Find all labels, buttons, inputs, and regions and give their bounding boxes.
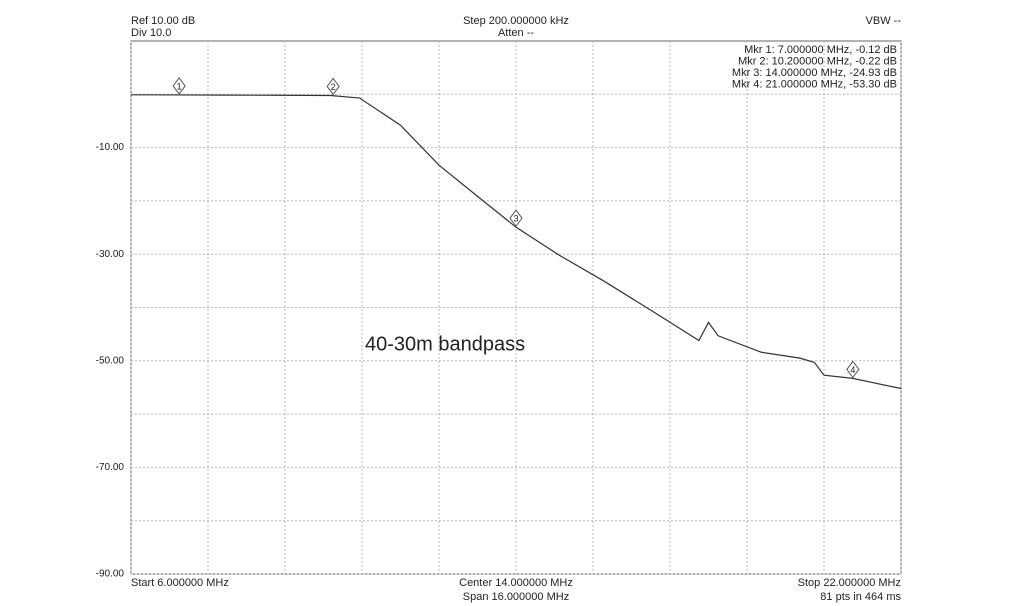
marker-number: 3 [513,214,518,224]
annotation: 40-30m bandpass [365,333,525,355]
y-tick-label: -10.00 [96,142,125,153]
atten: Atten -- [498,27,534,39]
ref-level: Ref 10.00 dB [131,15,195,27]
span: Span 16.000000 MHz [463,591,569,603]
marker-readout: Mkr 2: 10.200000 MHz, -0.22 dB [738,55,897,67]
trace [130,94,902,390]
points: 81 pts in 464 ms [820,591,901,603]
vbw: VBW -- [866,15,902,27]
marker-readout: Mkr 1: 7.000000 MHz, -0.12 dB [744,44,897,56]
marker [172,77,186,95]
y-tick-label: -70.00 [96,462,125,473]
marker-readout: Mkr 3: 14.000000 MHz, -24.93 dB [732,67,897,79]
start: Start 6.000000 MHz [131,577,229,589]
div: Div 10.0 [131,27,171,39]
step: Step 200.000000 kHz [463,15,569,27]
stop: Stop 22.000000 MHz [798,577,901,589]
marker-number: 2 [331,82,336,92]
marker-readout: Mkr 4: 21.000000 MHz, -53.30 dB [732,78,897,90]
marker [846,360,860,379]
y-tick-label: -50.00 [96,355,125,366]
marker [509,209,523,228]
center: Center 14.000000 MHz [459,577,573,589]
marker-number: 4 [850,365,855,375]
marker [326,77,340,96]
y-tick-label: -90.00 [96,569,125,580]
marker-number: 1 [177,81,182,91]
y-tick-label: -30.00 [96,249,125,260]
